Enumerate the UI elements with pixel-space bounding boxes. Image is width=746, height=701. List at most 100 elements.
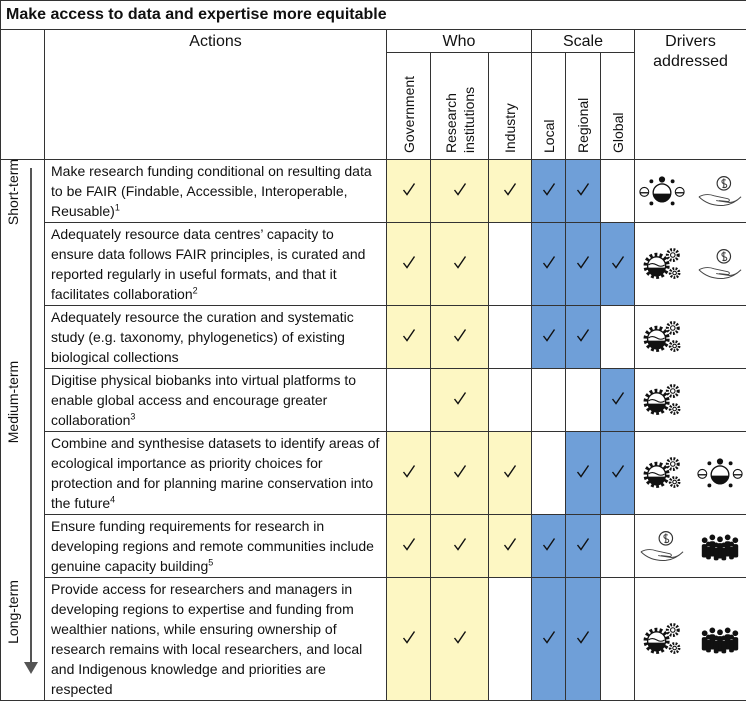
check-mark: [402, 328, 416, 342]
drivers-cell: [635, 515, 746, 578]
scale-header: Scale: [532, 30, 635, 53]
scale-cell: [601, 160, 635, 223]
page: Make access to data and expertise more e…: [0, 0, 746, 676]
timeline-arrow: [23, 160, 39, 676]
who-cell: [431, 160, 489, 223]
check-stroke: [403, 539, 414, 550]
icon-shape: [640, 176, 684, 205]
check-stroke: [454, 330, 465, 341]
column-header-cell: Research institutions: [431, 53, 489, 160]
who-cell: [489, 223, 532, 306]
check-stroke: [543, 184, 554, 195]
check-mark: [503, 537, 517, 551]
who-cell: [387, 160, 431, 223]
action: Digitise physical biobanks into virtual …: [51, 372, 356, 428]
who-cell: [431, 578, 489, 701]
check-stroke: [578, 184, 589, 195]
icon-shape: [699, 250, 741, 279]
check-mark: [542, 182, 556, 196]
check-mark: [503, 464, 517, 478]
funding-icon: [697, 246, 743, 282]
scale-cell: [601, 515, 635, 578]
people-icon: [697, 528, 743, 564]
action-row: Ensure funding requirements for research…: [1, 515, 746, 578]
icon-shape: [646, 323, 679, 351]
who-cell: [431, 432, 489, 515]
column-header-cell: Local: [532, 53, 566, 160]
who-cell: [489, 578, 532, 701]
drivers-cell: [635, 306, 746, 369]
drivers-cell: [635, 578, 746, 701]
column-header-cell: Regional: [566, 53, 601, 160]
check-mark: [611, 391, 625, 405]
icon-shape: [646, 625, 679, 653]
scale-cell: [566, 578, 601, 701]
check-mark: [402, 630, 416, 644]
action: Provide access for researchers and manag…: [51, 581, 362, 697]
column-header-cell: Industry: [489, 53, 532, 160]
check-stroke: [578, 632, 589, 643]
column-header-cell: Government: [387, 53, 431, 160]
scale-cell: [532, 306, 566, 369]
check-stroke: [612, 257, 623, 268]
action-text: Combine and synthesise datasets to ident…: [45, 432, 387, 515]
check-mark: [402, 464, 416, 478]
check-stroke: [454, 539, 465, 550]
who-cell: [489, 160, 532, 223]
who-header: Who: [387, 30, 532, 53]
scale-cell: [566, 306, 601, 369]
check-mark: [542, 537, 556, 551]
icon-shape: [702, 628, 738, 654]
check-mark: [576, 182, 590, 196]
scale-cell: [566, 515, 601, 578]
check-mark: [542, 255, 556, 269]
action: Adequately resource the curation and sys…: [51, 309, 354, 365]
scale-cell: [532, 515, 566, 578]
who-cell: [387, 306, 431, 369]
scale-cell: [566, 160, 601, 223]
scale-column-label: Global: [609, 61, 627, 153]
gears-icon: [639, 246, 685, 282]
who-cell: [489, 306, 532, 369]
check-mark: [453, 630, 467, 644]
check-stroke: [505, 539, 516, 550]
gears-icon: [639, 455, 685, 491]
check-stroke: [454, 632, 465, 643]
scale-cell: [566, 432, 601, 515]
scale-cell: [601, 432, 635, 515]
action-text: Ensure funding requirements for research…: [45, 515, 387, 578]
action: Combine and synthesise datasets to ident…: [51, 435, 379, 511]
check-mark: [453, 464, 467, 478]
check-mark: [453, 537, 467, 551]
scale-cell: [532, 578, 566, 701]
check-stroke: [578, 257, 589, 268]
scale-cell: [532, 160, 566, 223]
check-mark: [576, 537, 590, 551]
action-text: Digitise physical biobanks into virtual …: [45, 369, 387, 432]
drivers-cell: [635, 223, 746, 306]
check-mark: [611, 464, 625, 478]
scale-cell: [532, 369, 566, 432]
scale-cell: [601, 306, 635, 369]
who-cell: [387, 578, 431, 701]
action: Adequately resource data centres’ capaci…: [51, 226, 365, 302]
scale-cell: [532, 223, 566, 306]
icon-shape: [698, 458, 742, 487]
action-row: Combine and synthesise datasets to ident…: [1, 432, 746, 515]
check-mark: [402, 182, 416, 196]
check-stroke: [505, 184, 516, 195]
action-row: Adequately resource the curation and sys…: [1, 306, 746, 369]
icon-shape: [646, 386, 679, 414]
check-stroke: [543, 539, 554, 550]
drivers-cell: [635, 160, 746, 223]
check-mark: [453, 391, 467, 405]
check-mark: [402, 255, 416, 269]
check-mark: [453, 182, 467, 196]
check-stroke: [578, 330, 589, 341]
people-icon: [697, 621, 743, 657]
check-mark: [576, 630, 590, 644]
check-stroke: [403, 257, 414, 268]
funding-icon: [639, 528, 685, 564]
